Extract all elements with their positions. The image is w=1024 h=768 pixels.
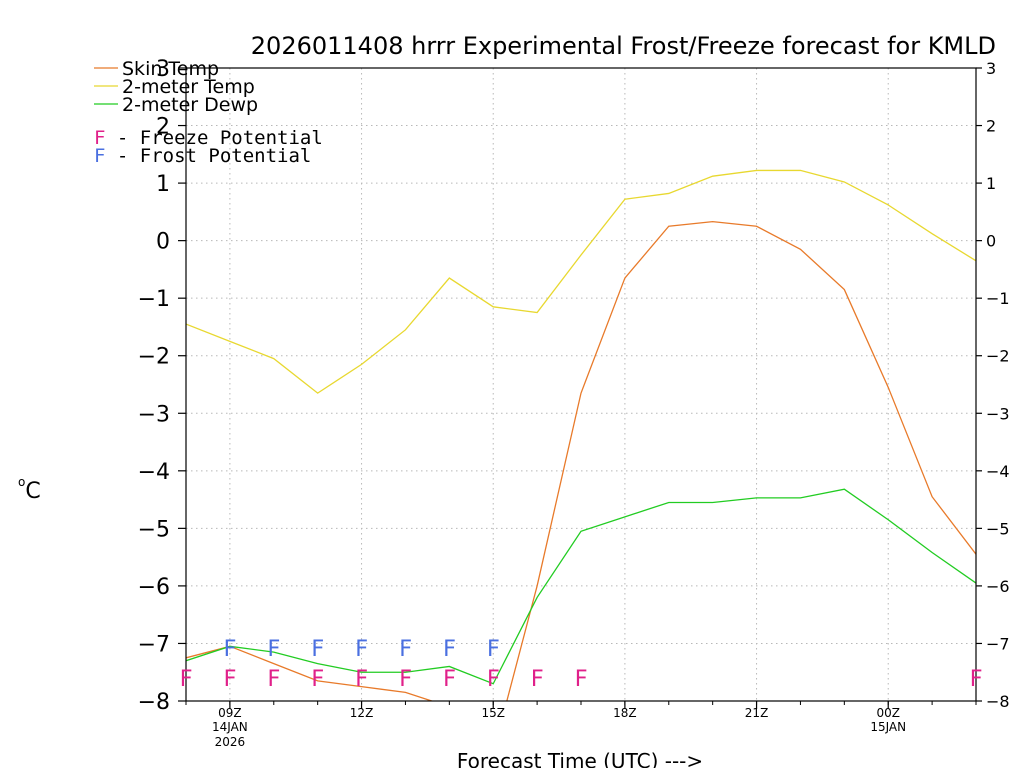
x-tick-label: 21Z <box>745 706 769 720</box>
y-axis-right: −8 −7 −6 −5 −4 −3 −2 −1 0 1 2 3 <box>976 59 1010 711</box>
legend-marker-symbol: F <box>94 145 105 167</box>
y-tick-label-left: 1 <box>156 172 170 197</box>
freeze-potential-mark: F <box>487 667 500 692</box>
legend-marker-text: - Freeze Potential <box>105 127 322 149</box>
freeze-potential-mark: F <box>443 667 456 692</box>
legend-marker-symbol: F <box>94 127 105 149</box>
frost-potential-mark: F <box>355 637 368 662</box>
legend-marker-entry: F - Freeze Potential <box>94 127 323 149</box>
freeze-potential-mark: F <box>969 667 982 692</box>
y-tick-label-right: −4 <box>986 462 1010 481</box>
freeze-potential-mark: F <box>399 667 412 692</box>
y-tick-label-right: 2 <box>986 117 996 136</box>
y-tick-label-right: 3 <box>986 59 996 78</box>
freeze-potential-mark: F <box>574 667 587 692</box>
y-tick-label-left: −7 <box>138 632 170 657</box>
y-tick-label-left: 0 <box>156 230 170 255</box>
y-tick-label-right: 0 <box>986 232 996 251</box>
freeze-potential-mark: F <box>223 667 236 692</box>
series-line-skin-temp <box>186 220 976 701</box>
y-tick-label-right: −7 <box>986 634 1010 653</box>
freeze-potential-mark: F <box>311 667 324 692</box>
x-axis-label: Forecast Time (UTC) ---> <box>457 749 703 768</box>
y-tick-label-left: −3 <box>138 402 170 427</box>
grid-layer <box>186 68 976 701</box>
y-axis-label-degree: o <box>18 475 25 489</box>
freeze-potential-mark: F <box>355 667 368 692</box>
x-tick-label: 15Z <box>481 706 505 720</box>
y-tick-label-left: −6 <box>138 575 170 600</box>
frost-potential-mark: F <box>487 637 500 662</box>
legend-label: 2-meter Temp <box>122 76 255 98</box>
legend-marker-entry: F - Frost Potential <box>94 145 311 167</box>
series-layer <box>186 169 976 701</box>
freeze-potential-mark: F <box>179 667 192 692</box>
legend-label: Skin Temp <box>122 58 219 80</box>
y-tick-label-left: 2 <box>156 115 170 140</box>
y-tick-label-left: −8 <box>138 690 170 715</box>
y-tick-label-left: −2 <box>138 345 170 370</box>
y-tick-label-right: −5 <box>986 519 1010 538</box>
frost-potential-mark: F <box>267 637 280 662</box>
y-tick-label-right: −1 <box>986 289 1010 308</box>
x-tick-date: 15JAN <box>870 720 906 734</box>
y-tick-label-left: −5 <box>138 517 170 542</box>
freeze-potential-mark: F <box>267 667 280 692</box>
y-tick-label-right: −2 <box>986 347 1010 366</box>
y-tick-label-right: 1 <box>986 174 996 193</box>
y-axis-label: oC <box>18 475 41 504</box>
y-tick-label-right: −8 <box>986 692 1010 711</box>
frost-potential-mark: F <box>399 637 412 662</box>
chart-title: 2026011408 hrrr Experimental Frost/Freez… <box>251 32 996 60</box>
y-axis-left: −8 −7 −6 −5 −4 −3 −2 −1 0 1 2 3 <box>138 57 186 715</box>
y-tick-label-left: 3 <box>156 57 170 82</box>
x-tick-label: 18Z <box>613 706 637 720</box>
frost-potential-mark: F <box>311 637 324 662</box>
freeze-potential-mark: F <box>530 667 543 692</box>
x-tick-label: 09Z <box>218 706 242 720</box>
x-tick-date: 14JAN <box>212 720 248 734</box>
y-tick-label-left: −4 <box>138 460 170 485</box>
y-tick-label-left: −1 <box>138 287 170 312</box>
x-tick-label: 12Z <box>350 706 374 720</box>
series-line-2-meter-dewp <box>186 488 976 685</box>
frost-potential-mark: F <box>223 637 236 662</box>
series-line-2-meter-temp <box>186 169 976 394</box>
potential-marks-layer: F F F F F F FF F F F F F F F F F F <box>179 637 982 692</box>
x-tick-year: 2026 <box>215 735 246 749</box>
y-tick-label-right: −6 <box>986 577 1010 596</box>
frost-potential-mark: F <box>443 637 456 662</box>
y-axis-label-unit: C <box>25 479 40 504</box>
x-tick-label: 00Z <box>876 706 900 720</box>
legend-marker-text: - Frost Potential <box>105 145 311 167</box>
y-tick-label-right: −3 <box>986 404 1010 423</box>
legend-label: 2-meter Dewp <box>122 94 258 116</box>
